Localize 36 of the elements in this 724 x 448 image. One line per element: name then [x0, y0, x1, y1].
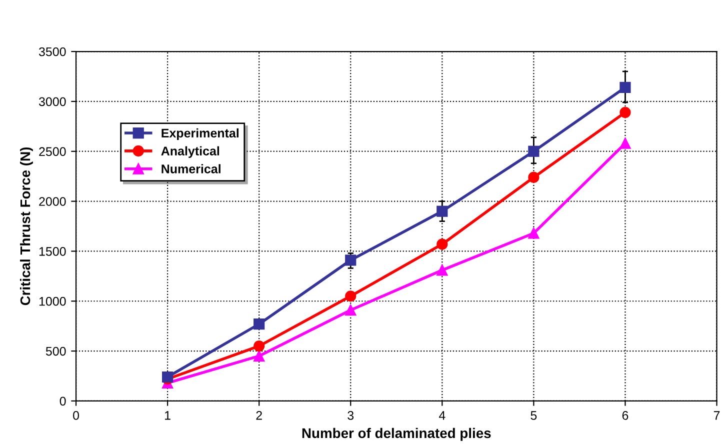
y-tick-label: 2500	[39, 147, 66, 156]
y-tick-label: 500	[46, 346, 66, 356]
point	[436, 206, 448, 217]
point	[436, 264, 448, 276]
point	[254, 340, 265, 352]
y-tick-label: 1000	[39, 296, 66, 306]
y-tick-label: 3000	[38, 97, 66, 106]
x-axis-title: Number of delaminated plies	[302, 428, 491, 441]
legend-label: Analytical	[161, 146, 220, 158]
point	[620, 138, 631, 149]
x-tick-label: 4	[438, 411, 446, 420]
point	[345, 254, 356, 266]
legend-label: Experimental	[162, 128, 238, 140]
legend-label: Numerical	[162, 164, 220, 174]
x-tick-label: 5	[530, 411, 537, 420]
point	[620, 82, 631, 94]
point	[345, 304, 356, 316]
y-axis-title: Critical Thrust Force (N)	[20, 147, 33, 306]
point	[528, 146, 540, 157]
x-tick-label: 0	[73, 411, 80, 420]
point	[620, 106, 631, 118]
point	[528, 228, 540, 239]
x-tick-label: 2	[256, 411, 262, 420]
y-tick-label: 0	[60, 396, 66, 406]
x-tick-label: 7	[714, 411, 720, 420]
x-tick-label: 3	[348, 411, 354, 420]
y-tick-label: 3500	[38, 47, 66, 56]
y-tick-label: 1500	[39, 247, 66, 256]
point	[436, 238, 448, 250]
point	[528, 172, 540, 183]
point	[254, 318, 265, 330]
x-tick-label: 1	[165, 411, 170, 420]
y-tick-label: 2000	[39, 197, 66, 206]
x-tick-label: 6	[622, 411, 628, 420]
point	[254, 350, 265, 362]
point	[345, 290, 356, 302]
